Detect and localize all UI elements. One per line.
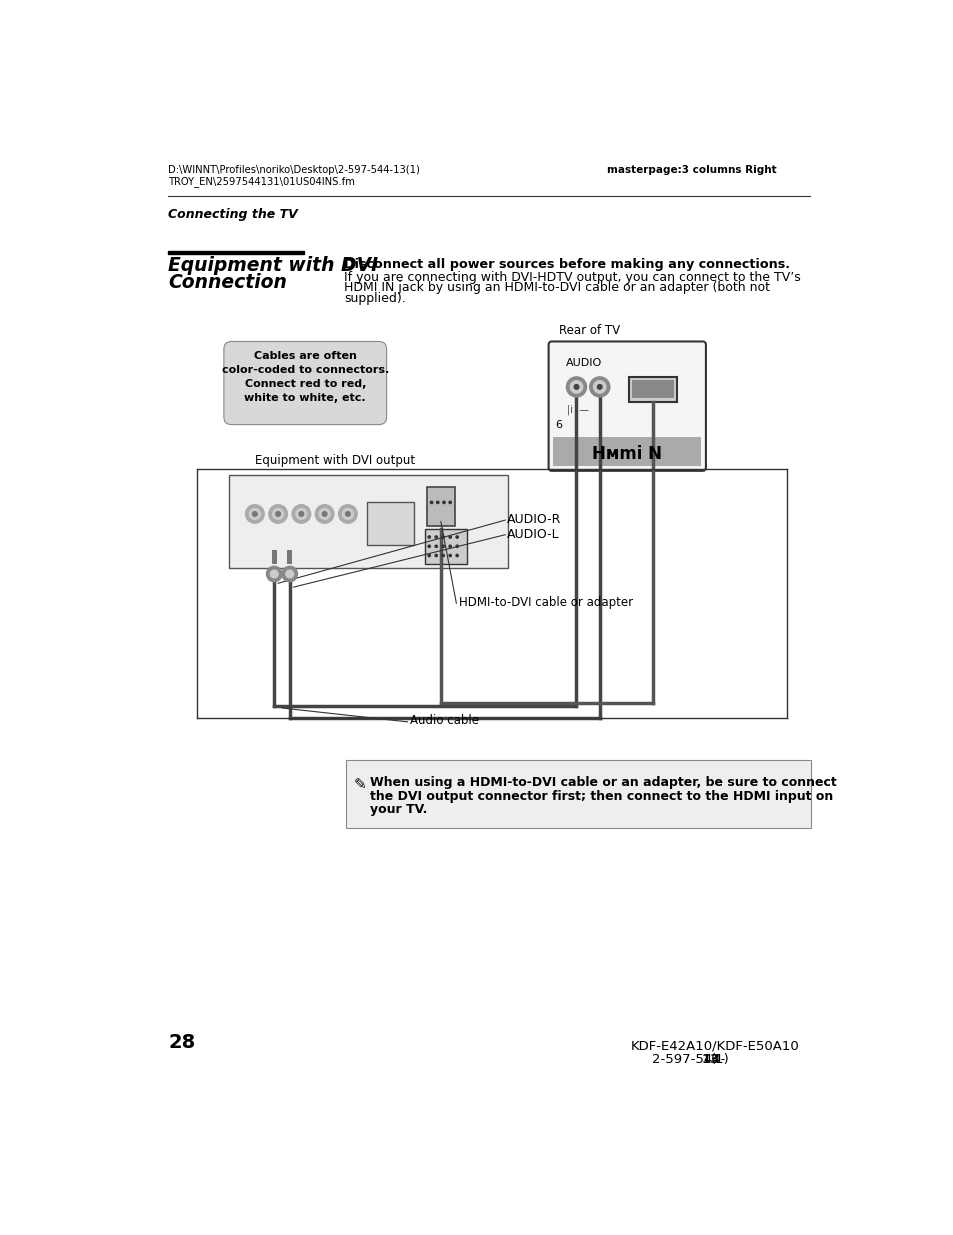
Circle shape	[319, 509, 330, 520]
Text: Hᴍmi N: Hᴍmi N	[592, 445, 661, 463]
Circle shape	[435, 536, 436, 538]
Circle shape	[442, 501, 445, 504]
Bar	[229, 475, 508, 568]
Circle shape	[338, 505, 356, 524]
Circle shape	[273, 509, 283, 520]
Circle shape	[249, 509, 260, 520]
Bar	[272, 550, 276, 564]
Bar	[629, 377, 677, 401]
Text: 6: 6	[555, 420, 562, 430]
Circle shape	[428, 555, 430, 557]
Text: Equipment with DVI: Equipment with DVI	[168, 257, 377, 275]
Circle shape	[315, 505, 334, 524]
Circle shape	[295, 509, 307, 520]
Text: 13: 13	[701, 1053, 720, 1066]
Text: 28: 28	[168, 1032, 195, 1051]
Circle shape	[589, 377, 609, 396]
Circle shape	[449, 555, 451, 557]
Circle shape	[435, 545, 436, 547]
Text: AUDIO: AUDIO	[565, 358, 601, 368]
Text: color-coded to connectors.: color-coded to connectors.	[221, 366, 389, 375]
Text: |i  —: |i —	[567, 404, 589, 415]
FancyBboxPatch shape	[224, 341, 386, 425]
Text: AUDIO-L: AUDIO-L	[506, 527, 558, 541]
Circle shape	[270, 571, 278, 578]
Text: When using a HDMI-to-DVI cable or an adapter, be sure to connect: When using a HDMI-to-DVI cable or an ada…	[370, 776, 836, 789]
Text: Connection: Connection	[168, 273, 287, 293]
Circle shape	[430, 501, 433, 504]
Circle shape	[275, 511, 280, 516]
Bar	[287, 550, 292, 564]
Circle shape	[566, 377, 586, 396]
Circle shape	[253, 511, 257, 516]
Circle shape	[456, 536, 457, 538]
Circle shape	[456, 555, 457, 557]
Bar	[367, 503, 414, 545]
Circle shape	[428, 536, 430, 538]
Circle shape	[570, 380, 582, 393]
Circle shape	[428, 545, 430, 547]
Text: If you are connecting with DVI-HDTV output, you can connect to the TV’s: If you are connecting with DVI-HDTV outp…	[344, 270, 800, 284]
Text: Rear of TV: Rear of TV	[558, 324, 619, 337]
Bar	[424, 530, 467, 564]
Bar	[553, 437, 700, 466]
Circle shape	[266, 567, 282, 582]
Text: 2-597-544-: 2-597-544-	[652, 1053, 725, 1066]
Circle shape	[449, 501, 451, 504]
Circle shape	[574, 384, 578, 389]
Text: Audio cable: Audio cable	[410, 714, 478, 727]
Text: supplied).: supplied).	[344, 293, 405, 305]
Text: (1): (1)	[711, 1053, 729, 1066]
Text: HDMI-to-DVI cable or adapter: HDMI-to-DVI cable or adapter	[458, 595, 632, 609]
Text: Connect red to red,: Connect red to red,	[244, 379, 366, 389]
Text: TROY_EN\2597544131\01US04INS.fm: TROY_EN\2597544131\01US04INS.fm	[168, 175, 355, 186]
Bar	[427, 487, 455, 526]
Circle shape	[449, 545, 451, 547]
Text: HDMI IN jack by using an HDMI-to-DVI cable or an adapter (both not: HDMI IN jack by using an HDMI-to-DVI cab…	[344, 282, 769, 294]
Circle shape	[298, 511, 303, 516]
Circle shape	[456, 545, 457, 547]
Circle shape	[435, 555, 436, 557]
Text: Cables are often: Cables are often	[253, 352, 356, 362]
Circle shape	[292, 505, 311, 524]
Bar	[632, 380, 674, 399]
Circle shape	[345, 511, 350, 516]
Bar	[345, 761, 810, 829]
Circle shape	[282, 567, 297, 582]
Circle shape	[342, 509, 353, 520]
Circle shape	[593, 380, 605, 393]
Text: ✎: ✎	[353, 777, 366, 793]
Circle shape	[322, 511, 327, 516]
Circle shape	[597, 384, 601, 389]
Circle shape	[441, 536, 444, 538]
Text: your TV.: your TV.	[370, 804, 427, 816]
Bar	[168, 252, 303, 254]
Text: the DVI output connector first; then connect to the HDMI input on: the DVI output connector first; then con…	[370, 789, 833, 803]
Text: Connecting the TV: Connecting the TV	[168, 207, 297, 221]
FancyBboxPatch shape	[548, 341, 705, 471]
Text: masterpage:3 columns Right: masterpage:3 columns Right	[607, 164, 777, 175]
Circle shape	[441, 545, 444, 547]
Circle shape	[286, 571, 294, 578]
Text: Disconnect all power sources before making any connections.: Disconnect all power sources before maki…	[344, 258, 789, 270]
Text: Equipment with DVI output: Equipment with DVI output	[254, 454, 415, 467]
Circle shape	[441, 555, 444, 557]
Text: KDF-E42A10/KDF-E50A10: KDF-E42A10/KDF-E50A10	[630, 1039, 799, 1052]
Circle shape	[269, 505, 287, 524]
Text: AUDIO-R: AUDIO-R	[506, 514, 560, 526]
Text: white to white, etc.: white to white, etc.	[244, 393, 366, 403]
Text: D:\WINNT\Profiles\noriko\Desktop\2-597-544-13(1): D:\WINNT\Profiles\noriko\Desktop\2-597-5…	[168, 164, 419, 175]
Circle shape	[436, 501, 438, 504]
Circle shape	[245, 505, 264, 524]
Circle shape	[449, 536, 451, 538]
